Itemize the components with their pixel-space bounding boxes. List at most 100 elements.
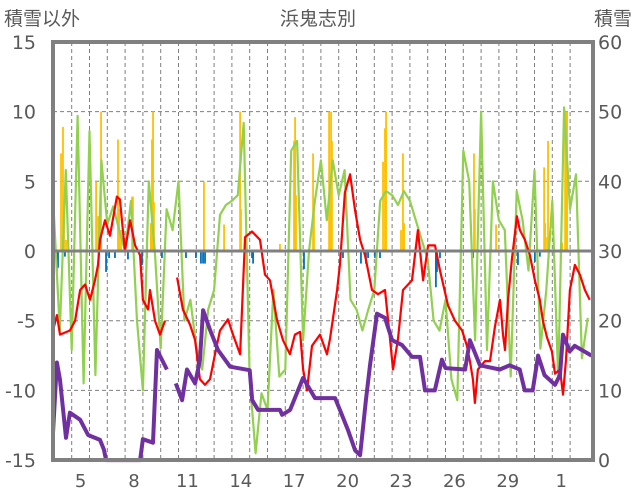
blue-bar <box>64 251 66 257</box>
yellow-bar <box>565 111 567 251</box>
x-tick-label: 26 <box>443 471 466 492</box>
x-tick-label: 20 <box>336 471 359 492</box>
blue-bar <box>185 251 187 258</box>
blue-bar <box>379 251 381 258</box>
right-tick-label: 20 <box>598 311 622 333</box>
yellow-bar <box>312 153 314 251</box>
blue-bar <box>57 251 59 268</box>
yellow-bar <box>152 111 154 251</box>
series-lines <box>51 106 593 463</box>
blue-bar <box>161 251 163 258</box>
blue-bar <box>342 251 344 258</box>
blue-bar <box>252 251 254 264</box>
blue-bar <box>439 251 441 258</box>
blue-bar <box>517 251 519 265</box>
yellow-bar <box>328 111 330 251</box>
purple-series-line <box>51 308 593 463</box>
right-tick-label: 30 <box>598 241 622 263</box>
right-tick-label: 50 <box>598 102 622 124</box>
yellow-bar <box>294 117 296 252</box>
blue-bar <box>367 251 369 258</box>
yellow-bar <box>150 223 152 251</box>
yellow-bar <box>279 244 281 251</box>
plot-border <box>51 40 595 462</box>
chart-title: 浜鬼志別 <box>280 8 356 30</box>
left-tick-label: -10 <box>5 380 36 402</box>
left-tick-label: 5 <box>24 171 36 193</box>
x-tick-label: 1 <box>555 471 566 492</box>
x-tick-label: 11 <box>176 471 199 492</box>
yellow-bar <box>95 181 97 251</box>
blue-bar <box>303 251 305 270</box>
yellow-bar <box>473 209 476 251</box>
yellow-bar <box>65 239 67 251</box>
right-tick-label: 60 <box>598 32 622 54</box>
blue-bar <box>141 251 143 265</box>
yellow-bar <box>240 209 242 251</box>
yellow-bar <box>384 128 386 251</box>
bars <box>56 111 568 288</box>
blue-bar <box>202 251 204 264</box>
yellow-bar <box>313 209 315 251</box>
yellow-bar <box>543 167 546 251</box>
yellow-bar <box>400 230 402 251</box>
right-tick-label: 10 <box>598 380 622 402</box>
blue-bar <box>105 251 107 272</box>
right-tick-label: 40 <box>598 171 622 193</box>
yellow-bar <box>293 140 295 251</box>
blue-bar <box>195 251 197 258</box>
red-series-line <box>51 173 591 404</box>
blue-bar <box>436 251 438 272</box>
yellow-bar <box>544 223 547 251</box>
yellow-bar <box>473 153 475 251</box>
yellow-bar <box>117 139 119 251</box>
yellow-bar <box>547 140 549 251</box>
yellow-bar <box>382 161 384 251</box>
yellow-bar <box>402 153 404 251</box>
blue-bar <box>538 251 541 257</box>
yellow-bar <box>151 139 153 251</box>
yellow-bar <box>385 111 387 251</box>
yellow-bar <box>239 111 241 251</box>
blue-bar <box>533 251 536 263</box>
blue-bar <box>114 251 116 258</box>
x-tick-label: 17 <box>283 471 306 492</box>
x-tick-label: 23 <box>390 471 413 492</box>
blue-bar <box>434 251 437 288</box>
yellow-bar <box>62 126 64 251</box>
x-tick-label: 5 <box>75 471 86 492</box>
right-tick-label: 0 <box>598 450 610 472</box>
left-axis-label: 積雪以外 <box>4 8 80 30</box>
blue-bar <box>374 251 376 258</box>
yellow-bar <box>295 195 297 251</box>
left-tick-label: -15 <box>5 450 36 472</box>
plot-frame <box>51 40 595 462</box>
yellow-bar <box>495 224 497 251</box>
x-tick-label: 8 <box>128 471 139 492</box>
blue-bar <box>108 251 110 258</box>
left-tick-label: -5 <box>17 311 36 333</box>
yellow-bar <box>203 181 205 251</box>
yellow-bar <box>153 202 155 251</box>
left-tick-label: 0 <box>24 241 36 263</box>
blue-bar <box>127 251 129 260</box>
yellow-bar <box>97 216 99 251</box>
blue-bar <box>360 251 362 264</box>
left-tick-label: 10 <box>12 102 36 124</box>
yellow-bar <box>223 224 225 251</box>
x-tick-label: 14 <box>229 471 252 492</box>
x-tick-label: 29 <box>496 471 519 492</box>
blue-bar <box>251 251 253 258</box>
left-tick-label: 15 <box>12 32 36 54</box>
yellow-bar <box>331 140 333 251</box>
green-series-line <box>52 106 589 455</box>
yellow-bar <box>329 181 331 251</box>
blue-bar <box>200 251 202 264</box>
yellow-bar <box>60 153 62 251</box>
yellow-bar <box>403 223 405 251</box>
blue-bar <box>204 251 206 264</box>
yellow-bar <box>566 111 568 251</box>
right-axis-label: 積雪 <box>594 8 632 30</box>
